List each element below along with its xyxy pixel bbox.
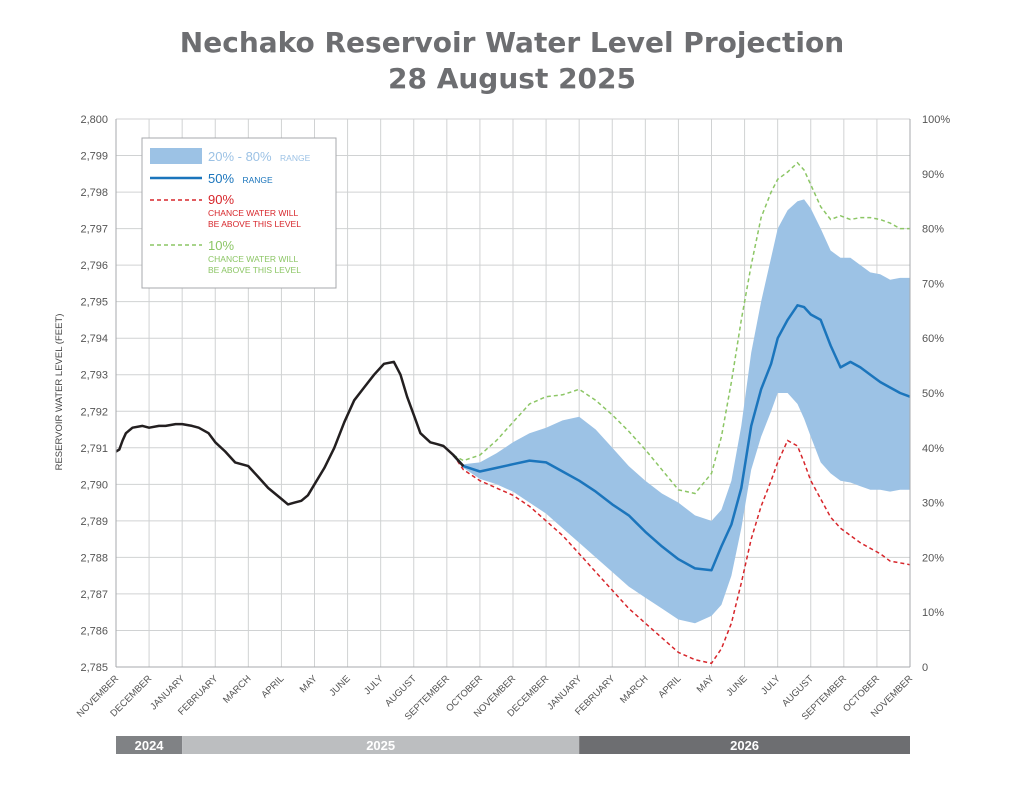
legend-band-suffix: RANGE bbox=[280, 153, 311, 163]
y-tick-label: 2,792 bbox=[80, 406, 108, 418]
line-historical bbox=[115, 360, 465, 506]
chart-subtitle: 28 August 2025 bbox=[387, 62, 637, 95]
legend-band-label: 20% - 80% bbox=[208, 149, 272, 164]
y-tick-label: 2,797 bbox=[80, 224, 108, 236]
y-axis-label: RESERVOIR WATER LEVEL (FEET) bbox=[54, 314, 65, 471]
x-tick-label: JUNE bbox=[724, 673, 749, 698]
line-p90 bbox=[452, 439, 911, 665]
x-tick-label: MAY bbox=[298, 673, 320, 695]
series-layer bbox=[115, 161, 911, 665]
year-label: 2026 bbox=[730, 738, 759, 753]
y-tick-label: 2,785 bbox=[80, 662, 108, 674]
y-tick-label: 2,788 bbox=[80, 552, 108, 564]
y-tick-label: 2,794 bbox=[80, 333, 108, 345]
x-tick-label: MAY bbox=[695, 673, 717, 695]
y-tick-label: 2,796 bbox=[80, 260, 108, 272]
year-label: 2024 bbox=[135, 738, 165, 753]
year-segment bbox=[182, 736, 580, 754]
y2-tick-label: 100% bbox=[922, 114, 950, 126]
legend-p90-desc-1: CHANCE WATER WILL bbox=[208, 208, 298, 218]
legend: 20% - 80% RANGE 50% RANGE 90% CHANCE WAT… bbox=[141, 137, 337, 289]
y2-tick-label: 0 bbox=[922, 662, 928, 674]
legend-median-item: 50% RANGE bbox=[208, 170, 273, 187]
year-label: 2025 bbox=[366, 738, 395, 753]
x-tick-label: APRIL bbox=[656, 673, 683, 700]
y2-tick-label: 80% bbox=[922, 224, 944, 236]
line-median bbox=[452, 304, 911, 572]
y-tick-label: 2,787 bbox=[80, 589, 108, 601]
y-tick-label: 2,789 bbox=[80, 516, 108, 528]
x-tick-label: JUNE bbox=[327, 673, 352, 698]
x-tick-label: MARCH bbox=[618, 673, 651, 706]
legend-p10-desc-2: BE ABOVE THIS LEVEL bbox=[208, 265, 301, 275]
legend-p90-label: 90% bbox=[208, 192, 234, 207]
y-tick-label: 2,795 bbox=[80, 297, 108, 309]
y-tick-label: 2,799 bbox=[80, 151, 108, 163]
y2-tick-label: 20% bbox=[922, 552, 944, 564]
y-tick-label: 2,786 bbox=[80, 625, 108, 637]
line-p10 bbox=[453, 161, 910, 495]
y-tick-label: 2,791 bbox=[80, 443, 108, 455]
year-segment bbox=[116, 736, 183, 754]
y2-tick-label: 90% bbox=[922, 169, 944, 181]
chart-title: Nechako Reservoir Water Level Projection bbox=[179, 26, 845, 59]
x-tick-label: JULY bbox=[759, 673, 783, 697]
x-tick-label: JULY bbox=[362, 673, 386, 697]
year-segment bbox=[579, 736, 910, 754]
y2-tick-label: 50% bbox=[922, 388, 944, 400]
legend-band-swatch bbox=[150, 148, 202, 164]
band-20-80 bbox=[453, 199, 910, 624]
legend-p10-desc-1: CHANCE WATER WILL bbox=[208, 254, 298, 264]
legend-band-item: 20% - 80% RANGE bbox=[208, 148, 311, 165]
x-tick-label: APRIL bbox=[259, 673, 286, 700]
legend-p90-desc-2: BE ABOVE THIS LEVEL bbox=[208, 219, 301, 229]
y-tick-label: 2,793 bbox=[80, 370, 108, 382]
y2-tick-label: 40% bbox=[922, 443, 944, 455]
y-tick-label: 2,790 bbox=[80, 479, 108, 491]
legend-median-suffix: RANGE bbox=[242, 175, 273, 185]
y2-tick-label: 10% bbox=[922, 607, 944, 619]
y2-tick-label: 60% bbox=[922, 333, 944, 345]
y-tick-label: 2,798 bbox=[80, 187, 108, 199]
legend-median-label: 50% bbox=[208, 171, 234, 186]
y2-tick-label: 30% bbox=[922, 498, 944, 510]
y2-tick-label: 70% bbox=[922, 278, 944, 290]
y-tick-label: 2,800 bbox=[80, 114, 108, 126]
x-tick-label: MARCH bbox=[221, 673, 254, 706]
year-bar: 2024 2025 2026 bbox=[116, 736, 910, 754]
legend-p10-label: 10% bbox=[208, 238, 234, 253]
